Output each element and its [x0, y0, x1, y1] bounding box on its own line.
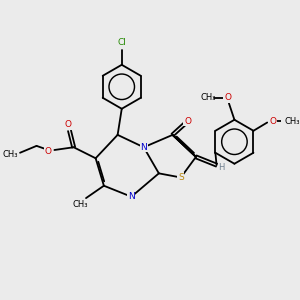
Text: O: O — [45, 147, 52, 156]
Text: CH₃: CH₃ — [284, 117, 300, 126]
Text: N: N — [128, 192, 135, 201]
Text: H: H — [218, 164, 225, 172]
Text: Cl: Cl — [117, 38, 126, 47]
Text: O: O — [224, 93, 231, 102]
Text: O: O — [184, 117, 191, 126]
Text: CH₃: CH₃ — [201, 93, 216, 102]
Text: N: N — [140, 143, 147, 152]
Text: S: S — [178, 173, 184, 182]
Text: O: O — [269, 117, 276, 126]
Text: CH₃: CH₃ — [73, 200, 88, 208]
Text: CH₃: CH₃ — [3, 150, 18, 159]
Text: O: O — [65, 120, 72, 129]
